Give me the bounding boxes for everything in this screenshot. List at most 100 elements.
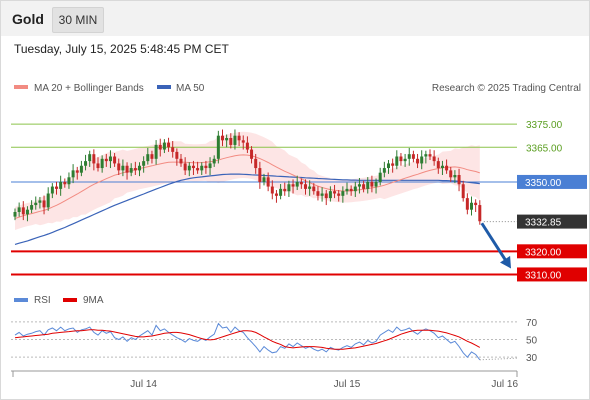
candle-body (287, 184, 291, 192)
ma20-legend-swatch (14, 85, 28, 89)
candle-body (337, 193, 341, 196)
candle-body (167, 142, 171, 148)
credit-text: Research © 2025 Trading Central (432, 83, 581, 94)
candle-body (59, 181, 63, 189)
candle-body (183, 163, 187, 171)
projection-arrow-head (500, 255, 511, 269)
candle-body (63, 181, 67, 185)
candle-body (474, 202, 478, 206)
candle-body (258, 168, 262, 182)
candle-body (175, 151, 179, 159)
candle-body (403, 158, 407, 162)
bollinger-band-area (15, 131, 480, 230)
rsi-ma-legend-label: 9MA (83, 295, 104, 306)
candle-body (420, 156, 424, 164)
candle-body (233, 135, 237, 145)
x-tick-label: Jul 15 (334, 379, 361, 390)
candle-body (333, 191, 337, 194)
candle-body (349, 188, 353, 192)
candle-body (416, 158, 420, 164)
candle-body (274, 193, 278, 196)
level-labels: 3375.00 3365.00 3350.00 3320.00 3310.00 3332.… (517, 120, 587, 282)
candle-body (387, 163, 390, 169)
candle-body (399, 156, 403, 162)
candle-body (436, 161, 440, 169)
candle-body (158, 144, 162, 150)
candle-body (304, 184, 307, 189)
candle-body (366, 181, 370, 189)
candle-body (262, 177, 266, 182)
candle-body (229, 138, 233, 145)
rsi-line (14, 322, 481, 361)
candle-body (13, 212, 17, 217)
projection (480, 221, 517, 269)
candle-body (154, 144, 158, 159)
candle-body (237, 135, 241, 141)
timeframe-button[interactable]: 30 MIN (52, 7, 104, 33)
candle-body (42, 200, 46, 208)
candle-body (461, 184, 465, 199)
candle-body (200, 165, 204, 171)
candle-body (382, 168, 386, 173)
candle-body (428, 154, 432, 157)
candle-body (129, 168, 133, 173)
rsi-current-line (479, 357, 518, 361)
level-box-3320.00 (517, 244, 587, 259)
candle-body (150, 154, 154, 159)
candle-body (67, 177, 71, 185)
candle-body (432, 156, 436, 162)
candle-body (424, 154, 428, 157)
level-label-3310.00: 3310.00 (525, 270, 562, 281)
rsi-tick-label: 50 (526, 336, 538, 347)
candle-body (449, 170, 453, 178)
rsi-ma-legend-swatch (63, 298, 77, 302)
rsi-tick-label: 70 (526, 318, 538, 329)
instrument-title: Gold (12, 11, 44, 27)
candle-body (108, 156, 112, 162)
rsi-legend-label: RSI (34, 295, 51, 306)
x-axis: Jul 14 Jul 15 Jul 16 (11, 370, 518, 390)
candle-body (121, 165, 125, 171)
candle-body (46, 193, 50, 208)
level-label-3375.00: 3375.00 (526, 120, 563, 131)
candle-body (104, 158, 108, 162)
candle-body (345, 188, 349, 192)
candle-body (291, 184, 295, 187)
widget-header: Gold 30 MIN (1, 1, 589, 36)
rsi-tick-label: 30 (526, 353, 538, 364)
timestamp: Tuesday, July 15, 2025 5:48:45 PM CET (14, 42, 229, 56)
candle-body (84, 161, 88, 166)
candle-body (411, 154, 415, 159)
candle-body (92, 154, 96, 164)
candle-body (196, 168, 200, 171)
bollinger-band (15, 131, 480, 230)
candle-body (245, 142, 249, 150)
candle-body (216, 135, 220, 159)
candle-body (316, 191, 320, 196)
candle-body (362, 184, 366, 189)
candle-body (279, 188, 283, 196)
candle-body (453, 175, 457, 178)
candle-body (308, 186, 312, 189)
candle-body (341, 191, 345, 196)
candle-body (50, 186, 54, 194)
candle-body (465, 198, 469, 210)
candle-body (17, 207, 21, 212)
candle-body (241, 140, 245, 143)
rsi-ma-line (14, 329, 481, 350)
level-label-3350.00: 3350.00 (525, 178, 562, 189)
candle-body (374, 181, 378, 187)
ma20-line (14, 154, 480, 219)
candle-body (470, 202, 473, 210)
candle-body (79, 165, 83, 173)
candle-body (71, 170, 75, 178)
ma50-legend-label: MA 50 (176, 83, 205, 94)
level-label-3320.00: 3320.00 (525, 247, 562, 258)
candle-body (391, 163, 395, 166)
candle-body (295, 181, 299, 187)
candle-body (407, 154, 411, 159)
candle-body (171, 147, 175, 152)
price-levels (11, 123, 517, 276)
current-price-label: 3332.85 (525, 218, 562, 229)
